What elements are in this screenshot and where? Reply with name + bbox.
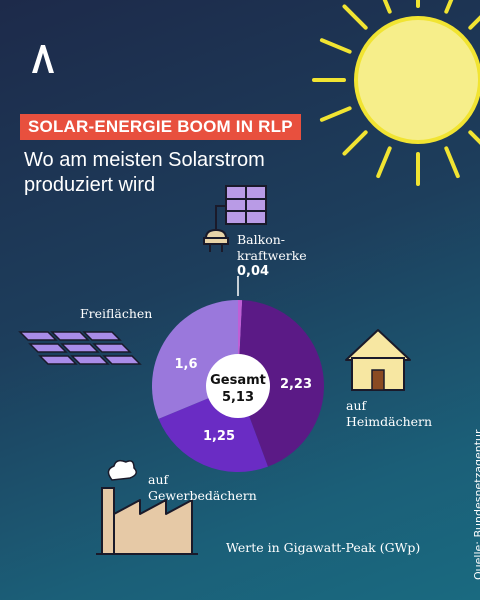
unit-note: Werte in Gigawatt-Peak (GWp) [226, 540, 421, 555]
sun-ray [444, 0, 454, 14]
label-heim-line1: auf [346, 398, 367, 413]
slice-value-freiflaechen: 1,6 [174, 357, 197, 372]
slice-value-gewerbe: 1,25 [203, 429, 235, 444]
page-title: Wo am meisten Solarstrom produziert wird [24, 149, 265, 196]
sun-ray [468, 15, 480, 30]
label-heim-line2: Heimdächern [346, 414, 433, 429]
sun-ray [382, 0, 392, 14]
label-balkon-line1: Balkon- [237, 232, 286, 247]
pie-center-title: Gesamt [210, 373, 266, 388]
sun-ray [376, 146, 392, 179]
sun-ray [319, 38, 352, 54]
label-balkon: Balkon- kraftwerke 0,04 [237, 232, 307, 280]
sun-ray [468, 130, 480, 145]
label-gewerbe-line1: auf [148, 472, 169, 487]
label-gewerbe-line2: Gewerbedächern [148, 488, 257, 503]
kicker-label: SOLAR-ENERGIE BOOM IN RLP [20, 114, 301, 140]
source-note: Quelle: Bundesnetzagentur [472, 429, 480, 580]
label-heim: auf Heimdächern [346, 398, 432, 430]
sun-ray [342, 130, 368, 156]
sun-ray [342, 4, 368, 30]
sun-ray [444, 146, 460, 179]
label-freiflaechen: Freiflächen [80, 306, 153, 321]
sun-ray [319, 106, 352, 122]
slice-value-balkon: 0,04 [237, 264, 270, 279]
label-balkon-line2: kraftwerke [237, 248, 307, 263]
pie-center-disc [206, 354, 270, 418]
label-gewerbe: auf Gewerbedächern [148, 472, 257, 504]
slice-heim [238, 300, 325, 467]
brand-logo-icon [32, 45, 54, 73]
pie-center-total: 5,13 [222, 390, 254, 405]
slice-value-heim: 2,23 [280, 377, 312, 392]
